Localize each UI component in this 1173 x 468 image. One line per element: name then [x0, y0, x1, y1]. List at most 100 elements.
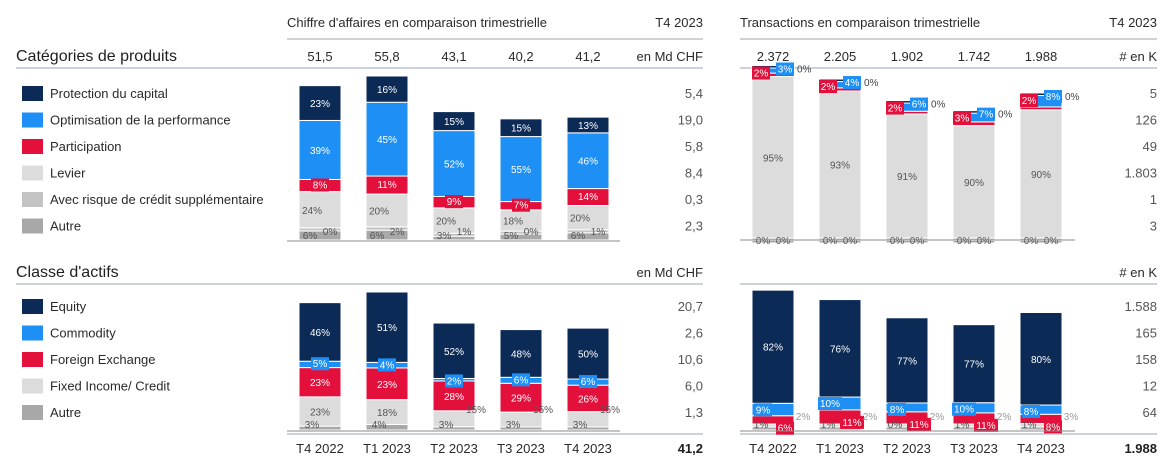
- trx-asset-lbl-s5-4: 1%: [955, 420, 970, 431]
- trx-asset-lbl-s5-5: 1%: [1022, 420, 1037, 431]
- legend-bottom-swatch-5: [22, 405, 43, 420]
- trx-asset-lbl-s5-1: 1%: [754, 420, 769, 431]
- trx-prod-current-3: 49: [1143, 139, 1157, 154]
- rev-prod-bar-t2-2023-s2: [432, 130, 476, 197]
- legend-top-swatch-5: [22, 192, 43, 207]
- chart-layer: Protection du capital Optimisation de la …: [22, 49, 1157, 456]
- trx-asset-current-2: 165: [1135, 326, 1157, 341]
- rev-asset-lbl-s2-1: 5%: [313, 359, 328, 370]
- trx-asset-lbl-s3-5-chip: [1044, 420, 1062, 434]
- rev-asset-bar-t4-2023-s1: [566, 327, 610, 380]
- rev-prod-lbl-s4-1: 24%: [302, 206, 322, 217]
- rev-asset-bar-t3-2023-s3: [499, 382, 543, 413]
- legend-top-swatch-1: [22, 86, 43, 101]
- trx-prod-lbl-s4-4: 90%: [964, 178, 984, 189]
- trx-prod-lbl-s5-1: 0%: [776, 236, 791, 247]
- rev-asset-lbl-s1-2: 51%: [377, 323, 397, 334]
- rev-prod-bar-t3-2023-s2: [499, 136, 543, 203]
- trx-prod-lbl-s2-2: 4%: [845, 78, 860, 89]
- left-panel-period: T4 2023: [655, 15, 703, 30]
- trx-x-label-3: T2 2023: [883, 441, 931, 456]
- unit-k-top: # en K: [1119, 49, 1157, 64]
- trx-prod-lbl-s5-3: 0%: [910, 236, 925, 247]
- rev-prod-lbl-s5-4: 0%: [524, 227, 539, 238]
- right-panel-title: Transactions en comparaison trimestriell…: [740, 15, 980, 30]
- rev-asset-lbl-s2-1-chip: [311, 357, 329, 371]
- rev-asset-lbl-s4-5: 15%: [600, 405, 620, 416]
- rev-asset-lbl-s3-2: 23%: [377, 380, 397, 391]
- rev-prod-bar-t1-2023-s4: [365, 193, 409, 228]
- rev-prod-lbl-s1-4: 15%: [511, 124, 531, 135]
- trx-prod-current-4: 1.803: [1124, 166, 1157, 181]
- rev-asset-lbl-s2-4: 6%: [514, 375, 529, 386]
- rev-x-label-1: T4 2022: [296, 441, 344, 456]
- rev-prod-lbl-s6-5: 6%: [571, 231, 586, 242]
- rev-asset-current-5: 1,3: [685, 405, 703, 420]
- trx-prod-total-2: 2.205: [824, 49, 857, 64]
- rev-prod-lbl-s5-3: 1%: [457, 227, 472, 238]
- trx-prod-lbl-s1-1: 0%: [797, 65, 812, 76]
- trx-prod-lbl-s5-5: 0%: [1044, 236, 1059, 247]
- rev-prod-lbl-s4-2: 20%: [369, 206, 389, 217]
- unit-chf-bottom: en Md CHF: [637, 265, 704, 280]
- rev-prod-lbl-s3-4: 7%: [514, 201, 529, 212]
- rev-prod-current-3: 5,8: [685, 139, 703, 154]
- legend-bottom-label-4: Fixed Income/ Credit: [50, 379, 170, 394]
- trx-asset-bar-t3-2023-s1: [952, 324, 996, 404]
- left-panel-title: Chiffre d'affaires en comparaison trimes…: [287, 15, 547, 30]
- rev-prod-total-4: 40,2: [508, 49, 533, 64]
- trx-asset-lbl-s3-5: 8%: [1046, 422, 1061, 433]
- rev-asset-bar-t4-2023-s3: [566, 384, 610, 413]
- trx-asset-lbl-s4-1: 2%: [796, 412, 811, 423]
- rev-prod-current-4: 8,4: [685, 166, 703, 181]
- trx-prod-lbl-s4-5: 90%: [1031, 170, 1051, 181]
- trx-asset-lbl-s1-1: 82%: [763, 343, 783, 354]
- rev-asset-lbl-s2-4-chip: [512, 373, 530, 387]
- rev-prod-lbl-s1-5: 13%: [578, 121, 598, 132]
- rev-asset-lbl-s5-1: 3%: [305, 420, 320, 431]
- trx-asset-lbl-s3-3: 11%: [909, 420, 928, 431]
- trx-prod-lbl-s3-2-chip: [819, 80, 837, 94]
- trx-prod-lbl-s1-4: 0%: [998, 110, 1013, 121]
- rev-prod-current-1: 5,4: [685, 86, 703, 101]
- rev-prod-lbl-s3-2-chip: [375, 178, 399, 192]
- rev-prod-total-5: 41,2: [575, 49, 600, 64]
- rev-asset-bar-t2-2023-s1: [432, 322, 476, 379]
- trx-asset-lbl-s2-1-chip: [754, 403, 772, 417]
- rev-asset-lbl-s3-1: 23%: [310, 378, 330, 389]
- trx-prod-lbl-s2-2-chip: [843, 76, 861, 90]
- trx-prod-current-1: 5: [1150, 86, 1157, 101]
- trx-asset-lbl-s2-5-chip: [1022, 405, 1040, 419]
- rev-prod-bar-t4-2022-s4: [298, 191, 342, 229]
- rev-asset-current-4: 6,0: [685, 379, 703, 394]
- rev-prod-lbl-s2-4: 55%: [511, 165, 531, 176]
- rev-prod-total-2: 55,8: [374, 49, 399, 64]
- trx-prod-lbl-s6-5: 0%: [1024, 236, 1039, 247]
- unit-k-bottom: # en K: [1119, 265, 1157, 280]
- rev-asset-lbl-s4-4: 15%: [533, 405, 553, 416]
- rev-prod-lbl-s6-4: 5%: [504, 231, 519, 242]
- rev-prod-bar-t4-2023-s1: [566, 116, 610, 134]
- rev-asset-current-1: 20,7: [678, 299, 703, 314]
- rev-prod-lbl-s1-3: 15%: [444, 117, 464, 128]
- rev-asset-lbl-s5-4: 3%: [506, 420, 521, 431]
- right-total-current: 1.988: [1124, 441, 1157, 456]
- legend-top-label-1: Protection du capital: [50, 86, 168, 101]
- rev-prod-total-1: 51,5: [307, 49, 332, 64]
- trx-asset-bar-t4-2023-s1: [1019, 311, 1063, 406]
- trx-prod-lbl-s2-3-chip: [910, 97, 928, 111]
- trx-prod-lbl-s3-5-chip: [1020, 94, 1038, 108]
- trx-prod-lbl-s6-4: 0%: [957, 236, 972, 247]
- rev-x-label-4: T3 2023: [497, 441, 545, 456]
- trx-asset-lbl-s4-3: 2%: [930, 412, 945, 423]
- assets-section-title: Classe d'actifs: [16, 264, 119, 281]
- rev-asset-lbl-s1-1: 46%: [310, 328, 330, 339]
- trx-prod-lbl-s3-5: 2%: [1022, 96, 1037, 107]
- legend-top-swatch-2: [22, 112, 43, 128]
- rev-prod-bar-t2-2023-s4: [432, 207, 476, 234]
- rev-prod-lbl-s3-3: 9%: [447, 197, 462, 208]
- rev-asset-lbl-s3-4: 29%: [511, 394, 531, 405]
- trx-asset-current-5: 64: [1143, 405, 1157, 420]
- trx-prod-lbl-s4-3: 91%: [897, 172, 917, 183]
- trx-prod-bar-t4-2022-s4: [751, 76, 795, 239]
